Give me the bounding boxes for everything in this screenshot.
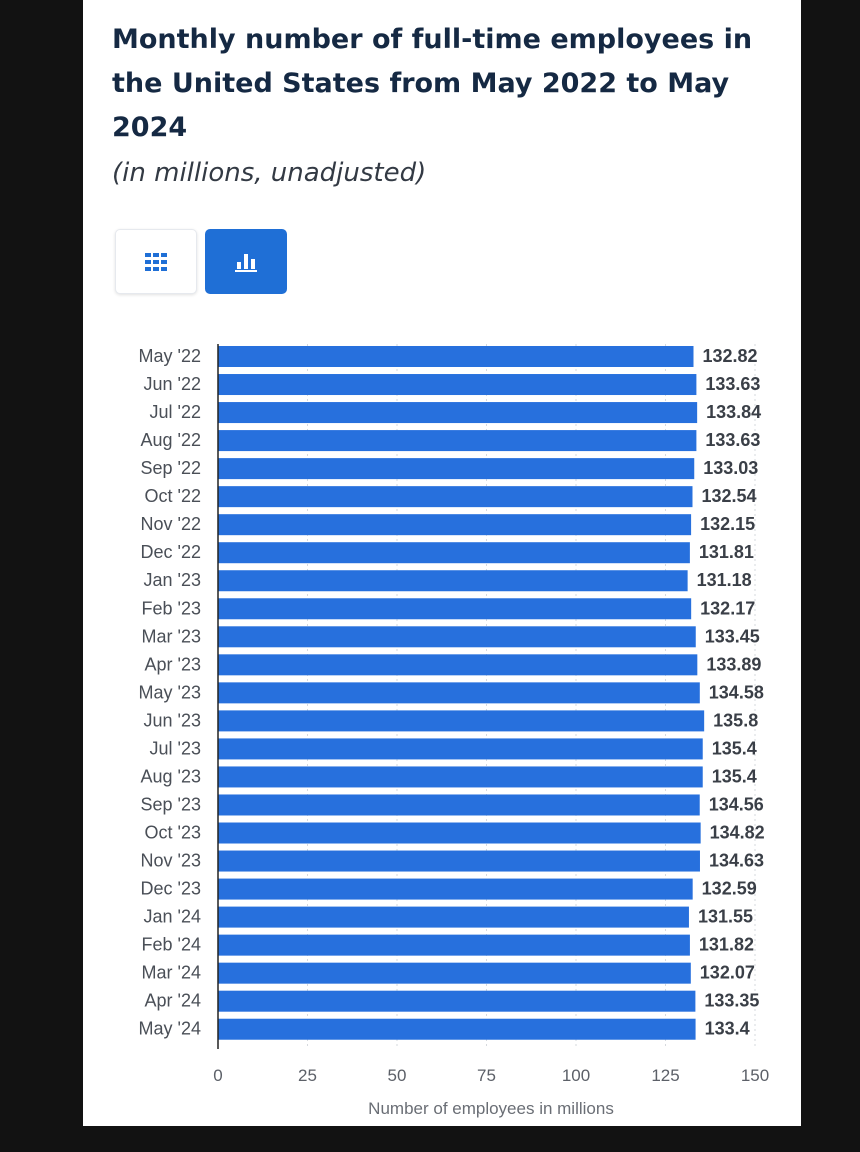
value-label: 134.82	[710, 823, 765, 843]
bar	[218, 654, 698, 676]
category-label: May '23	[139, 682, 201, 702]
bar	[218, 486, 693, 508]
category-label: Oct '22	[145, 486, 201, 506]
bar	[218, 906, 689, 928]
x-tick-label: 0	[213, 1066, 222, 1085]
value-label: 132.59	[702, 879, 757, 899]
value-label: 133.4	[705, 1019, 750, 1039]
category-label: Feb '24	[142, 935, 201, 955]
value-label: 133.63	[705, 430, 760, 450]
bar	[218, 878, 693, 900]
category-label: Dec '23	[141, 879, 201, 899]
category-label: Jan '24	[144, 907, 201, 927]
value-label: 131.81	[699, 542, 754, 562]
bar	[218, 738, 703, 760]
x-tick-label: 50	[388, 1066, 407, 1085]
category-label: Mar '24	[142, 963, 201, 983]
bar	[218, 570, 688, 592]
category-label: Jul '22	[150, 402, 201, 422]
category-label: Apr '23	[145, 654, 201, 674]
bar	[218, 626, 696, 648]
value-label: 135.4	[712, 766, 757, 786]
category-label: Jul '23	[150, 738, 201, 758]
bar	[218, 990, 696, 1012]
bar	[218, 430, 697, 452]
bar	[218, 794, 700, 816]
value-label: 133.35	[704, 991, 759, 1011]
value-label: 133.84	[706, 402, 761, 422]
bar	[218, 458, 695, 480]
category-label: Jun '22	[144, 374, 201, 394]
value-label: 131.55	[698, 907, 753, 927]
bar	[218, 374, 697, 396]
value-label: 133.45	[705, 626, 760, 646]
category-label: Aug '22	[141, 430, 202, 450]
x-tick-label: 75	[477, 1066, 496, 1085]
value-label: 135.8	[713, 710, 758, 730]
value-label: 134.63	[709, 851, 764, 871]
value-label: 131.18	[697, 570, 752, 590]
category-label: Dec '22	[141, 542, 201, 562]
x-tick-label: 100	[562, 1066, 590, 1085]
category-label: Feb '23	[142, 598, 201, 618]
x-tick-label: 25	[298, 1066, 317, 1085]
category-label: Oct '23	[145, 823, 201, 843]
chart-view-toggle[interactable]	[205, 229, 287, 294]
bar	[218, 346, 694, 367]
page-subtitle: (in millions, unadjusted)	[112, 158, 427, 188]
category-label: Jan '23	[144, 570, 201, 590]
page-title: Monthly number of full-time employees in…	[112, 24, 753, 143]
table-view-toggle[interactable]	[115, 229, 197, 294]
bar	[218, 822, 701, 844]
category-label: Apr '24	[145, 991, 201, 1011]
category-label: Nov '23	[141, 851, 201, 871]
category-label: Jun '23	[144, 710, 201, 730]
grid-icon	[145, 252, 167, 271]
category-label: Nov '22	[141, 514, 201, 534]
bar	[218, 598, 692, 620]
value-label: 132.17	[700, 598, 755, 618]
value-label: 131.82	[699, 935, 754, 955]
bar	[218, 402, 698, 424]
value-label: 132.82	[702, 346, 757, 366]
value-label: 133.89	[706, 654, 761, 674]
category-label: Sep '23	[141, 794, 202, 814]
x-tick-label: 125	[651, 1066, 679, 1085]
chart-card: Monthly number of full-time employees in…	[83, 0, 801, 1126]
bar-chart-icon	[235, 253, 257, 272]
value-label: 132.15	[700, 514, 755, 534]
category-label: Aug '23	[141, 766, 202, 786]
bar	[218, 850, 700, 872]
value-label: 135.4	[712, 738, 757, 758]
x-axis-title: Number of employees in millions	[368, 1099, 614, 1118]
category-label: May '22	[139, 346, 201, 366]
category-label: May '24	[139, 1019, 201, 1039]
bar	[218, 710, 705, 732]
x-tick-label: 150	[741, 1066, 769, 1085]
category-label: Sep '22	[141, 458, 202, 478]
bar	[218, 962, 691, 984]
value-label: 134.56	[709, 794, 764, 814]
value-label: 132.54	[701, 486, 756, 506]
value-label: 134.58	[709, 682, 764, 702]
bar	[218, 766, 703, 788]
bar	[218, 1018, 696, 1040]
bar	[218, 934, 690, 956]
value-label: 132.07	[700, 963, 755, 983]
value-label: 133.63	[705, 374, 760, 394]
category-label: Mar '23	[142, 626, 201, 646]
bar	[218, 682, 700, 704]
bar	[218, 514, 692, 536]
bar	[218, 542, 690, 564]
bar-chart: May '22 Jun '22 Jul '22 Aug '22 Sep '22 Oct '…	[139, 344, 769, 1118]
value-label: 133.03	[703, 458, 758, 478]
